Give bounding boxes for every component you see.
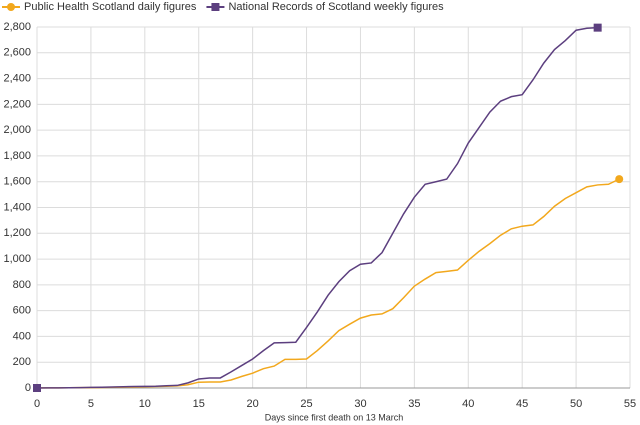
y-tick-label: 600 (13, 305, 31, 317)
series-line (36, 26, 598, 389)
y-tick-label: 1,200 (3, 227, 31, 239)
y-tick-label: 800 (13, 279, 31, 291)
x-tick-label: 30 (354, 398, 366, 410)
y-tick-label: 1,000 (3, 253, 31, 265)
y-tick-label: 2,200 (3, 98, 31, 110)
x-tick-label: 50 (570, 398, 582, 410)
x-tick-label: 45 (516, 398, 528, 410)
marker (593, 23, 602, 32)
y-tick-label: 0 (25, 382, 31, 394)
y-tick-label: 200 (13, 356, 31, 368)
marker (33, 384, 41, 392)
y-tick-label: 1,400 (3, 201, 31, 213)
x-tick-label: 55 (624, 398, 636, 410)
legend-marker (7, 3, 15, 11)
legend-marker (211, 3, 220, 11)
series-line (37, 178, 620, 389)
x-tick-label: 35 (408, 398, 420, 410)
legend-label: National Records of Scotland weekly figu… (228, 1, 444, 13)
y-tick-label: 2,400 (3, 72, 31, 84)
marker (615, 175, 624, 184)
x-tick-label: 40 (462, 398, 474, 410)
x-tick-label: 15 (193, 398, 205, 410)
x-tick-label: 10 (139, 398, 151, 410)
x-tick-label: 25 (300, 398, 312, 410)
x-tick-label: 5 (88, 398, 94, 410)
legend-item: Public Health Scotland daily figures (2, 1, 197, 13)
x-axis-label: Days since first death on 13 March (265, 412, 404, 422)
y-tick-label: 2,600 (3, 47, 31, 59)
x-tick-label: 0 (34, 398, 40, 410)
y-tick-label: 2,800 (3, 21, 31, 33)
legend-item: National Records of Scotland weekly figu… (206, 1, 444, 13)
y-tick-label: 2,000 (3, 124, 31, 136)
y-tick-label: 1,800 (3, 150, 31, 162)
x-tick-label: 20 (247, 398, 259, 410)
legend-label: Public Health Scotland daily figures (24, 1, 197, 13)
y-tick-label: 1,600 (3, 176, 31, 188)
y-tick-label: 400 (13, 330, 31, 342)
